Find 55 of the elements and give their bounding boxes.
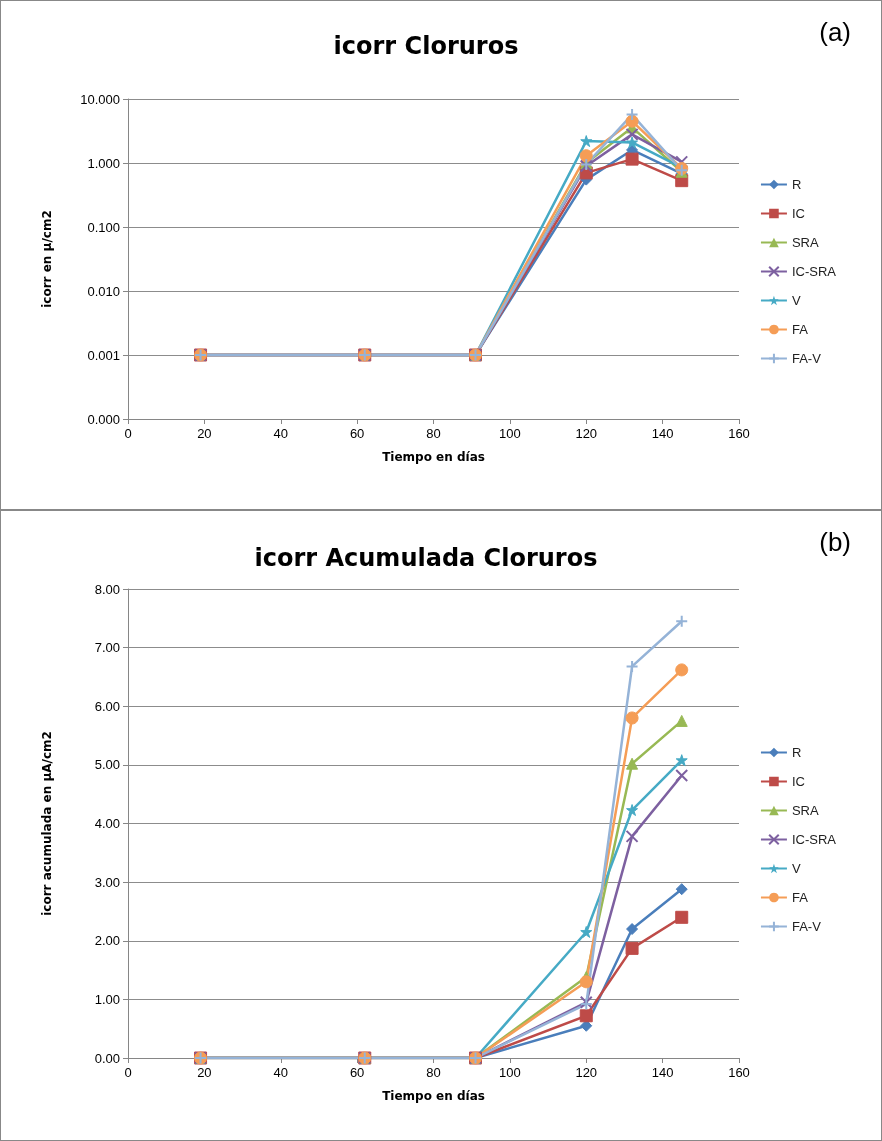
x-axis-title: Tiempo en días <box>382 450 485 464</box>
legend-label: IC <box>791 774 805 789</box>
y-tick-label: 7.00 <box>94 640 120 656</box>
chart-title: icorr Cloruros <box>333 32 519 60</box>
x-tick-label: 60 <box>349 1065 365 1080</box>
x-tick-label: 60 <box>349 426 365 441</box>
x-tick-label: 0 <box>124 426 132 441</box>
legend-label: FA-V <box>791 351 822 366</box>
legend-label: IC <box>791 206 805 221</box>
text: (b) <box>819 527 851 557</box>
chart-title: icorr Acumulada Cloruros <box>254 544 598 572</box>
x-tick-label: 20 <box>197 426 212 441</box>
y-tick-label: 0.000 <box>87 411 120 427</box>
x-axis-title: Tiempo en días <box>382 1089 485 1103</box>
legend-label: IC-SRA <box>791 264 837 279</box>
y-tick-label: 10.000 <box>80 91 120 107</box>
x-tick-label: 40 <box>273 426 288 441</box>
y-axis-title: icorr acumulada en µA/cm2 <box>40 731 54 916</box>
y-tick-label: 6.00 <box>94 698 120 714</box>
x-tick-label: 80 <box>426 426 441 441</box>
y-tick-label: 2.00 <box>94 933 120 949</box>
x-tick-label: 120 <box>575 1065 598 1080</box>
x-tick-label: 100 <box>499 426 521 441</box>
y-tick-label: 4.00 <box>94 816 120 831</box>
x-tick-label: 20 <box>197 1065 212 1080</box>
legend-label: R <box>791 177 802 192</box>
legend-label: V <box>791 861 801 876</box>
x-tick-label: 160 <box>728 1065 750 1080</box>
legend-label: V <box>791 293 801 308</box>
x-tick-label: 140 <box>651 426 674 441</box>
x-tick-label: 80 <box>426 1065 441 1080</box>
x-tick-label: 120 <box>575 426 598 441</box>
legend-label: FA-V <box>791 919 822 934</box>
y-tick-label: 1.000 <box>87 155 120 171</box>
y-tick-label: 3.00 <box>94 874 120 890</box>
y-tick-label: 0.001 <box>87 347 120 363</box>
y-tick-label: 0.010 <box>87 283 120 299</box>
legend-label: SRA <box>791 235 819 250</box>
x-tick-label: 160 <box>728 426 750 441</box>
y-tick-label: 1.00 <box>94 991 120 1007</box>
text: (a) <box>819 17 851 47</box>
y-tick-label: 5.00 <box>94 757 120 773</box>
y-axis-title: icorr en µ/cm2 <box>40 210 54 308</box>
x-tick-label: 140 <box>651 1065 674 1080</box>
legend-label: FA <box>791 322 809 337</box>
legend-label: R <box>791 745 802 760</box>
y-tick-label: 8.00 <box>94 581 120 597</box>
legend-label: IC-SRA <box>791 832 837 847</box>
y-tick-label: 0.100 <box>87 219 120 235</box>
x-tick-label: 40 <box>273 1065 288 1080</box>
y-tick-label: 0.00 <box>94 1050 120 1066</box>
legend-label: SRA <box>791 803 819 818</box>
x-tick-label: 100 <box>499 1065 521 1080</box>
legend-label: FA <box>791 890 809 905</box>
x-tick-label: 0 <box>124 1065 132 1080</box>
